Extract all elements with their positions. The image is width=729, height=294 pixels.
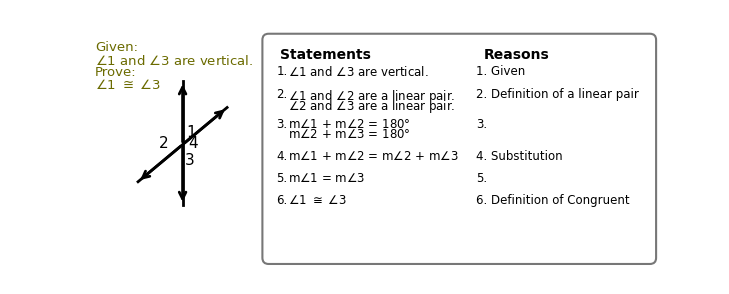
Text: m$\angle$2 + m$\angle$3 = 180°: m$\angle$2 + m$\angle$3 = 180° bbox=[288, 128, 410, 141]
Text: 4: 4 bbox=[188, 136, 198, 151]
Text: $\angle$1 and $\angle$3 are vertical.: $\angle$1 and $\angle$3 are vertical. bbox=[95, 54, 253, 68]
Text: 6.: 6. bbox=[276, 194, 288, 207]
FancyBboxPatch shape bbox=[262, 34, 656, 264]
Text: m$\angle$1 + m$\angle$2 = 180°: m$\angle$1 + m$\angle$2 = 180° bbox=[288, 118, 410, 131]
Text: 2. Definition of a linear pair: 2. Definition of a linear pair bbox=[476, 88, 639, 101]
Text: 4.: 4. bbox=[276, 150, 288, 163]
Text: 1. Given: 1. Given bbox=[476, 65, 526, 78]
Text: m$\angle$1 = m$\angle$3: m$\angle$1 = m$\angle$3 bbox=[288, 172, 365, 185]
Text: 5.: 5. bbox=[476, 172, 488, 185]
Text: 1.: 1. bbox=[276, 65, 288, 78]
Text: m$\angle$1 + m$\angle$2 = m$\angle$2 + m$\angle$3: m$\angle$1 + m$\angle$2 = m$\angle$2 + m… bbox=[288, 150, 459, 163]
Text: Statements: Statements bbox=[280, 48, 371, 62]
Text: Given:: Given: bbox=[95, 41, 138, 54]
Text: $\angle$1 and $\angle$2 are a linear pair.: $\angle$1 and $\angle$2 are a linear pai… bbox=[288, 88, 456, 105]
Text: 3.: 3. bbox=[276, 118, 287, 131]
Text: 4. Substitution: 4. Substitution bbox=[476, 150, 563, 163]
Text: $\angle$1 $\cong$ $\angle$3: $\angle$1 $\cong$ $\angle$3 bbox=[288, 194, 347, 207]
Text: 1: 1 bbox=[187, 125, 196, 140]
Text: Reasons: Reasons bbox=[484, 48, 550, 62]
Text: Prove:: Prove: bbox=[95, 66, 136, 79]
Text: 6. Definition of Congruent: 6. Definition of Congruent bbox=[476, 194, 630, 207]
Text: $\angle$2 and $\angle$3 are a linear pair.: $\angle$2 and $\angle$3 are a linear pai… bbox=[288, 98, 456, 116]
Text: 2: 2 bbox=[159, 136, 168, 151]
Text: 3.: 3. bbox=[476, 118, 488, 131]
Text: 2.: 2. bbox=[276, 88, 288, 101]
Text: 3: 3 bbox=[185, 153, 195, 168]
Text: $\angle$1 $\cong$ $\angle$3: $\angle$1 $\cong$ $\angle$3 bbox=[95, 78, 161, 92]
Text: 5.: 5. bbox=[276, 172, 287, 185]
Text: $\angle$1 and $\angle$3 are vertical.: $\angle$1 and $\angle$3 are vertical. bbox=[288, 65, 429, 78]
